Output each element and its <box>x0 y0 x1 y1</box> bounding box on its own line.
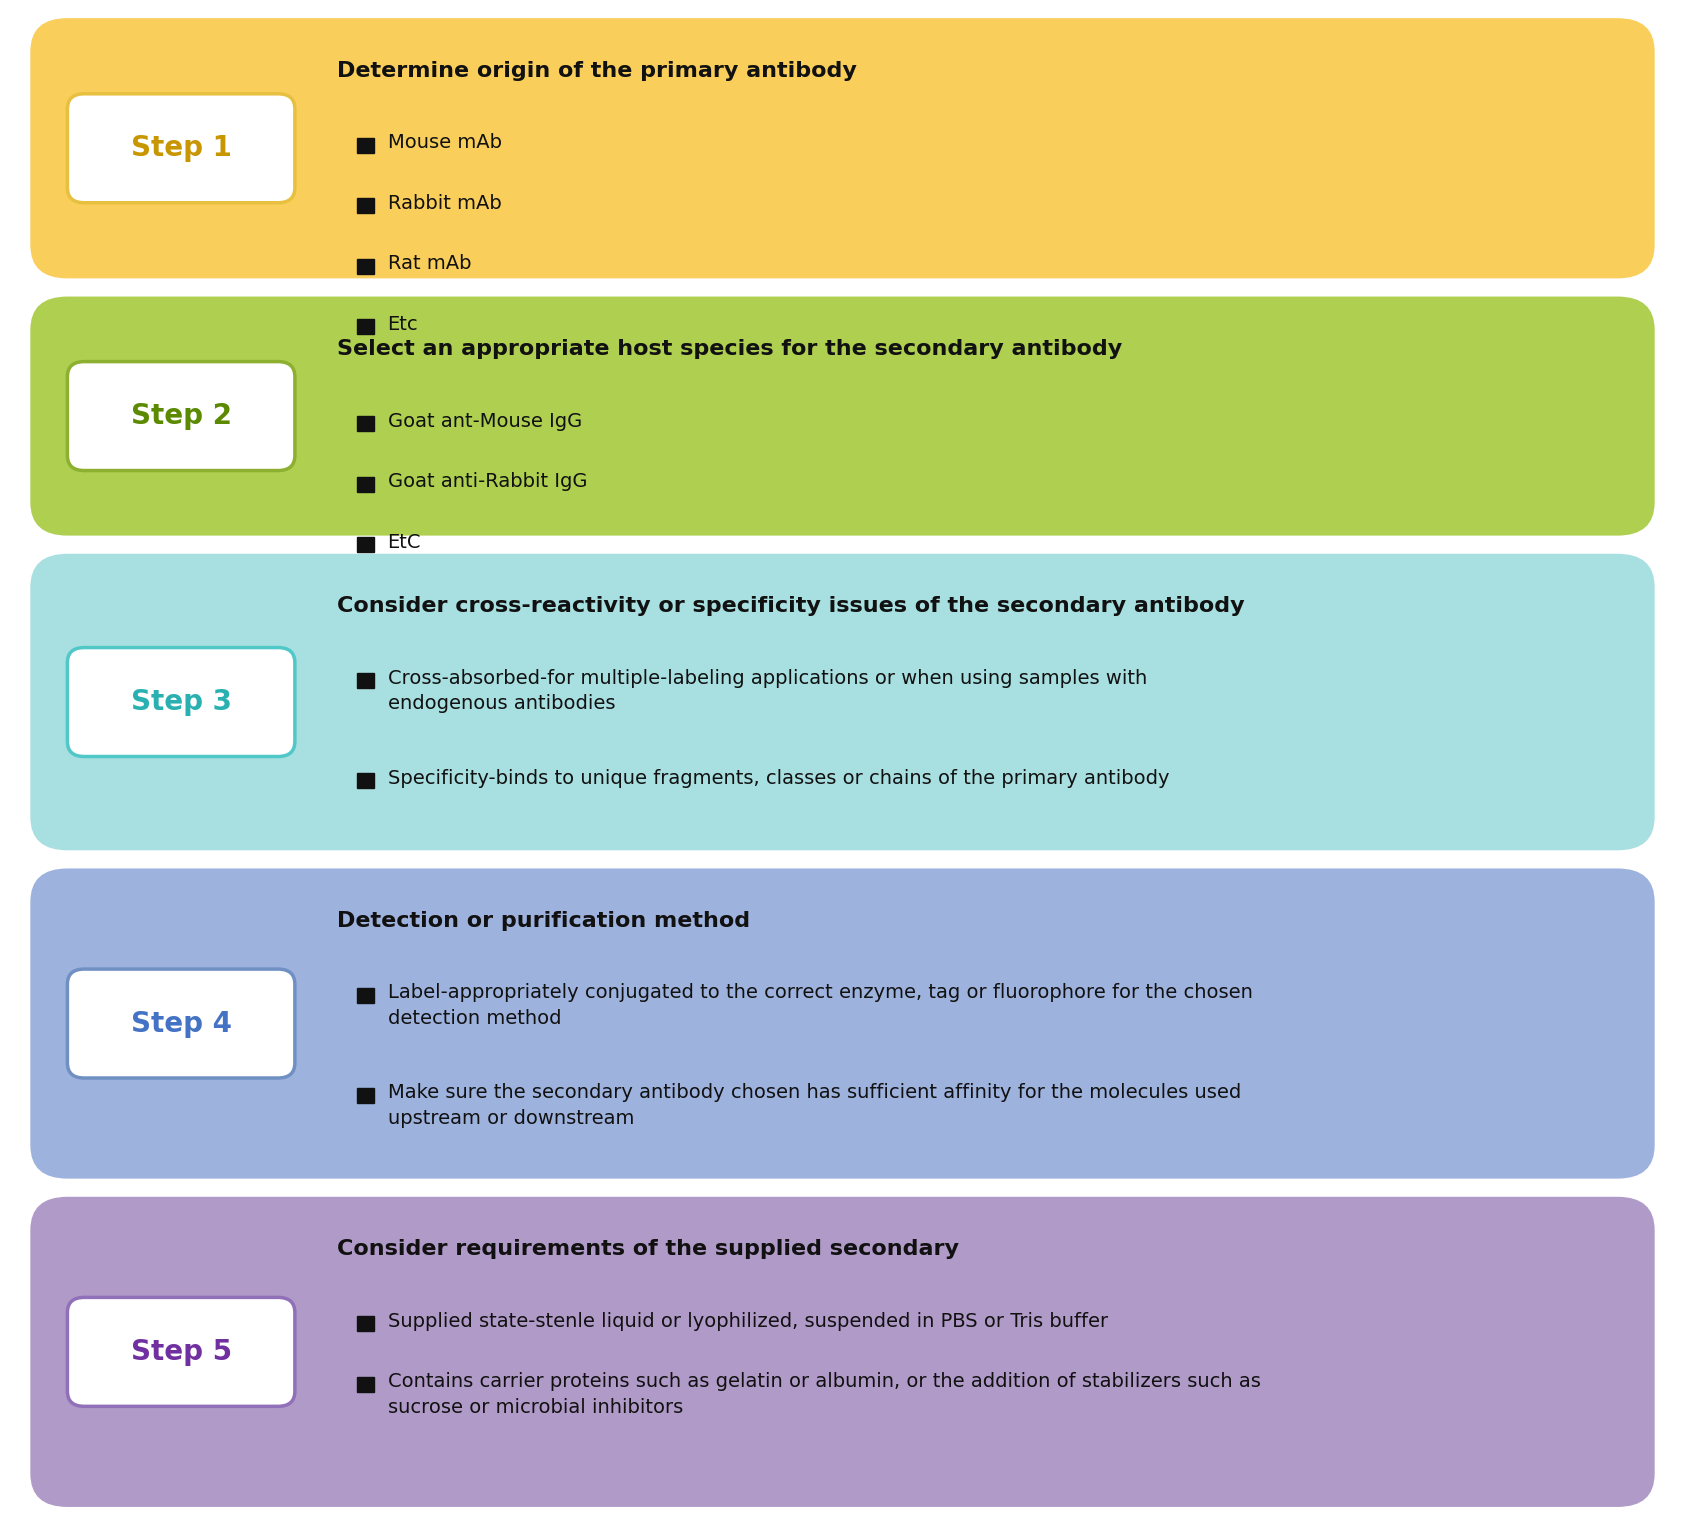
FancyBboxPatch shape <box>30 554 1655 850</box>
Bar <box>357 198 374 213</box>
Text: Step 1: Step 1 <box>131 135 231 162</box>
FancyBboxPatch shape <box>30 868 1655 1179</box>
Text: Label-appropriately conjugated to the correct enzyme, tag or fluorophore for the: Label-appropriately conjugated to the co… <box>388 983 1252 1029</box>
Text: Step 2: Step 2 <box>131 402 231 430</box>
Text: Etc: Etc <box>388 315 418 334</box>
Text: Contains carrier proteins such as gelatin or albumin, or the addition of stabili: Contains carrier proteins such as gelati… <box>388 1372 1260 1418</box>
Text: Specificity-binds to unique fragments, classes or chains of the primary antibody: Specificity-binds to unique fragments, c… <box>388 769 1169 788</box>
FancyBboxPatch shape <box>67 362 295 471</box>
Bar <box>357 259 374 274</box>
FancyBboxPatch shape <box>67 970 295 1077</box>
Bar <box>357 1316 374 1331</box>
FancyBboxPatch shape <box>30 18 1655 278</box>
Text: Detection or purification method: Detection or purification method <box>337 911 750 930</box>
Text: Mouse mAb: Mouse mAb <box>388 133 502 153</box>
Text: Rabbit mAb: Rabbit mAb <box>388 194 502 213</box>
FancyBboxPatch shape <box>30 297 1655 536</box>
FancyBboxPatch shape <box>67 648 295 756</box>
Bar <box>357 477 374 492</box>
Text: Consider requirements of the supplied secondary: Consider requirements of the supplied se… <box>337 1239 959 1259</box>
Bar <box>357 773 374 788</box>
Text: Cross-absorbed-for multiple-labeling applications or when using samples with
end: Cross-absorbed-for multiple-labeling app… <box>388 669 1147 714</box>
Text: Step 4: Step 4 <box>131 1009 231 1038</box>
Bar <box>357 988 374 1003</box>
Bar <box>357 1088 374 1103</box>
FancyBboxPatch shape <box>67 94 295 203</box>
Bar <box>357 416 374 431</box>
Text: Make sure the secondary antibody chosen has sufficient affinity for the molecule: Make sure the secondary antibody chosen … <box>388 1083 1240 1129</box>
Text: Select an appropriate host species for the secondary antibody: Select an appropriate host species for t… <box>337 339 1122 359</box>
Text: EtC: EtC <box>388 533 421 552</box>
FancyBboxPatch shape <box>30 1197 1655 1507</box>
FancyBboxPatch shape <box>67 1297 295 1407</box>
Text: Rat mAb: Rat mAb <box>388 254 472 274</box>
Text: Step 3: Step 3 <box>131 688 231 716</box>
Text: Goat anti-Rabbit IgG: Goat anti-Rabbit IgG <box>388 472 586 492</box>
Bar <box>357 673 374 688</box>
Text: Determine origin of the primary antibody: Determine origin of the primary antibody <box>337 61 858 80</box>
Text: Consider cross-reactivity or specificity issues of the secondary antibody: Consider cross-reactivity or specificity… <box>337 596 1245 616</box>
Text: Supplied state-stenle liquid or lyophilized, suspended in PBS or Tris buffer: Supplied state-stenle liquid or lyophili… <box>388 1312 1107 1331</box>
Bar <box>357 138 374 153</box>
Bar <box>357 537 374 552</box>
Bar <box>357 1377 374 1392</box>
Text: Step 5: Step 5 <box>130 1337 233 1366</box>
Text: Goat ant-Mouse IgG: Goat ant-Mouse IgG <box>388 412 581 431</box>
Bar <box>357 319 374 334</box>
